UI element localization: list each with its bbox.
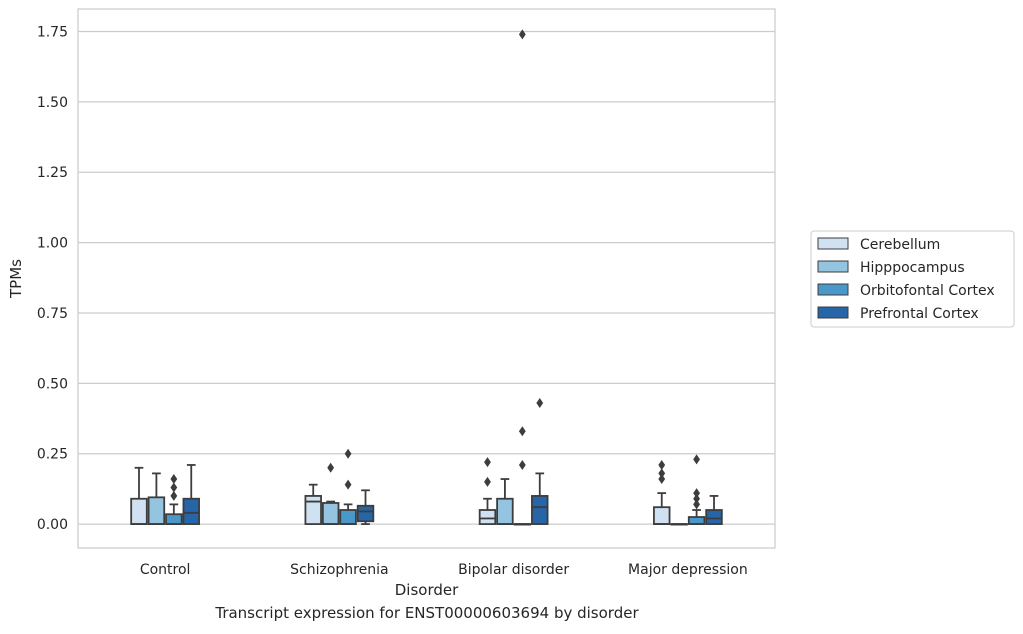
x-axis-title: Disorder (395, 581, 459, 599)
iqr-box (705, 509, 723, 525)
iqr-box (356, 504, 375, 523)
box-prefrontal-cortex (356, 489, 375, 525)
iqr-box (130, 497, 148, 525)
x-tick-label: Control (140, 562, 191, 578)
box-orbitofontal-cortex (339, 448, 357, 525)
iqr-box (165, 513, 183, 525)
box-hipppocampus (321, 462, 340, 525)
box-prefrontal-cortex (705, 495, 723, 525)
y-tick-labels: 0.00 0.25 0.50 0.75 1.00 1.25 1.50 1.75 (37, 25, 68, 534)
y-tick-label: 1.25 (37, 165, 68, 181)
y-tick-label: 0.75 (37, 306, 68, 322)
legend: Cerebellum Hipppocampus Orbitofontal Corte… (810, 230, 1015, 328)
legend-label: Cerebellum (860, 237, 940, 253)
outlier-point (327, 462, 335, 473)
legend-swatch (817, 260, 849, 273)
box-orbitofontal-cortex (165, 474, 183, 525)
y-axis-title: TPMs (7, 259, 25, 299)
y-tick-label: 0.50 (37, 376, 68, 392)
legend-label: Orbitofontal Cortex (860, 283, 995, 299)
outlier-point (658, 468, 666, 479)
iqr-box (147, 496, 166, 525)
iqr-box (304, 495, 322, 525)
y-tick-label: 1.00 (37, 236, 68, 252)
outlier-point (693, 493, 700, 504)
plot-frame (77, 8, 776, 549)
y-tick-label: 1.75 (37, 25, 68, 41)
box-orbitofontal-cortex (513, 29, 532, 526)
outlier-point (484, 457, 491, 468)
box-prefrontal-cortex (531, 398, 549, 525)
outlier-point (344, 479, 352, 490)
boxes (130, 29, 723, 526)
iqr-box (531, 495, 549, 525)
outlier-point (344, 448, 352, 459)
outlier-point (693, 499, 700, 510)
figure-caption: Transcript expression for ENST0000060369… (215, 604, 639, 622)
legend-swatch (817, 306, 849, 319)
x-tick-labels: Control Schizophrenia Bipolar disorder Majo… (140, 562, 748, 578)
iqr-box (687, 516, 706, 525)
iqr-box (496, 497, 514, 525)
legend-frame (810, 230, 1015, 328)
box-hipppocampus (496, 478, 514, 525)
x-tick-label: Schizophrenia (290, 562, 388, 578)
y-tick-label: 1.50 (37, 95, 68, 111)
box-hipppocampus (147, 472, 166, 525)
outlier-point (484, 476, 491, 487)
outlier-point (518, 459, 526, 470)
iqr-box (321, 502, 340, 525)
box-cerebellum (304, 483, 322, 525)
box-cerebellum (653, 459, 671, 525)
iqr-box (182, 497, 200, 525)
legend-label: Prefrontal Cortex (860, 306, 979, 322)
box-cerebellum (478, 457, 497, 525)
box-cerebellum (130, 466, 148, 525)
box-hipppocampus (670, 523, 688, 526)
outlier-point (536, 398, 544, 409)
x-tick-label: Major depression (628, 562, 748, 578)
outlier-point (693, 488, 700, 499)
outlier-point (518, 29, 526, 40)
box-orbitofontal-cortex (687, 454, 706, 525)
y-tick-label: 0.00 (37, 517, 68, 533)
outlier-point (658, 474, 666, 485)
outlier-point (170, 482, 178, 493)
outlier-point (658, 459, 666, 470)
iqr-box (653, 506, 671, 525)
x-tick-label: Bipolar disorder (458, 562, 569, 578)
outlier-point (170, 490, 178, 501)
legend-label: Hipppocampus (860, 260, 965, 276)
outlier-point (693, 454, 700, 465)
iqr-box (339, 509, 357, 525)
outlier-point (518, 426, 526, 437)
y-tick-label: 0.25 (37, 447, 68, 463)
gridlines (78, 30, 775, 525)
legend-swatch (817, 283, 849, 296)
iqr-box (478, 509, 497, 525)
box-prefrontal-cortex (182, 464, 200, 525)
outlier-point (170, 474, 178, 485)
legend-swatch (817, 237, 849, 250)
